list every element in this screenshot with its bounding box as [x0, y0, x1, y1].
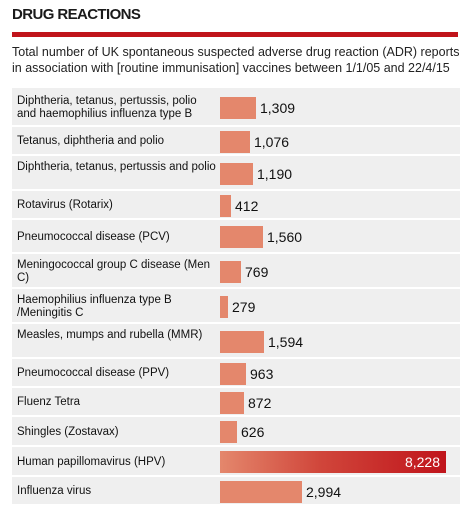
category-label: Diphtheria, tetanus, pertussis, polio an…: [17, 95, 197, 120]
value-label: 1,076: [254, 134, 290, 150]
bar-row: Meningococcal group C disease (Men C) 769: [12, 254, 460, 289]
bar: [220, 421, 237, 443]
chart-title: DRUG REACTIONS: [12, 6, 141, 23]
value-label: 963: [250, 366, 274, 382]
category-label: Rotavirus (Rotarix): [17, 199, 113, 211]
bar-row: Influenza virus 2,994: [12, 477, 460, 506]
bar: [220, 195, 231, 217]
value-label: 1,560: [267, 229, 303, 245]
bar-row: Shingles (Zostavax) 626: [12, 417, 460, 447]
bar: [220, 296, 228, 318]
bar-row: Rotavirus (Rotarix) 412: [12, 191, 460, 220]
value-label: 279: [232, 299, 256, 315]
bar-row: Fluenz Tetra 872: [12, 388, 460, 417]
bar-row: Measles, mumps and rubella (MMR) 1,594: [12, 324, 460, 359]
category-label: Haemophilius influenza type B /Meningiti…: [17, 294, 172, 319]
value-label: 626: [241, 424, 265, 440]
category-label: Fluenz Tetra: [17, 396, 81, 408]
title-rule: [12, 32, 458, 37]
bar: [220, 261, 241, 283]
category-label: Influenza virus: [17, 485, 92, 497]
bar: [220, 481, 302, 503]
category-label: Shingles (Zostavax): [17, 426, 119, 438]
bar: [220, 226, 263, 248]
category-label: Meningococcal group C disease (Men C): [17, 259, 211, 284]
category-label: Tetanus, diphtheria and polio: [17, 135, 165, 147]
bar-row: Pneumococcal disease (PPV) 963: [12, 359, 460, 388]
bar: [220, 451, 446, 473]
value-label: 1,309: [260, 100, 296, 116]
bar-row: Haemophilius influenza type B /Meningiti…: [12, 289, 460, 324]
category-label: Human papillomavirus (HPV): [17, 456, 166, 468]
value-label: 2,994: [306, 484, 342, 500]
category-label: Diphtheria, tetanus, pertussis and polio: [17, 161, 216, 173]
bar-row: Diphtheria, tetanus, pertussis and polio…: [12, 156, 460, 191]
bar: [220, 363, 246, 385]
category-label: Measles, mumps and rubella (MMR): [17, 329, 203, 341]
category-label: Pneumococcal disease (PPV): [17, 367, 170, 379]
bar-row: Diphtheria, tetanus, pertussis, polio an…: [12, 88, 460, 127]
value-label: 412: [235, 198, 259, 214]
bar: [220, 392, 244, 414]
category-label: Pneumococcal disease (PCV): [17, 231, 170, 243]
bar: [220, 163, 253, 185]
bar: [220, 97, 256, 119]
value-label: 8,228: [404, 454, 440, 470]
value-label: 872: [248, 395, 272, 411]
bar-row: Pneumococcal disease (PCV) 1,560: [12, 220, 460, 254]
value-label: 1,594: [268, 334, 304, 350]
bar: [220, 331, 264, 353]
bar-row: Human papillomavirus (HPV) 8,228: [12, 447, 460, 477]
value-label: 769: [245, 264, 269, 280]
value-label: 1,190: [257, 166, 293, 182]
chart-subtitle: Total number of UK spontaneous suspected…: [12, 45, 460, 75]
bar-row: Tetanus, diphtheria and polio 1,076: [12, 127, 460, 156]
bar: [220, 131, 250, 153]
bar-rows: Diphtheria, tetanus, pertussis, polio an…: [12, 88, 460, 506]
